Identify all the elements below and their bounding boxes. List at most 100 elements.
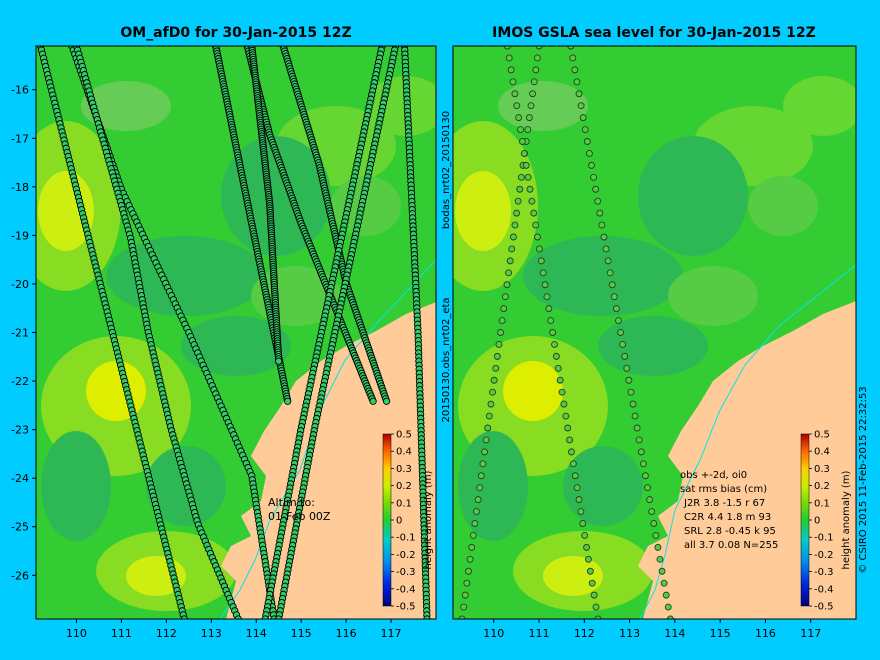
obs-point — [535, 245, 543, 253]
right-colorbar-label: height anomaly (m) — [841, 470, 852, 569]
obs-point — [534, 233, 541, 241]
obs-point — [573, 78, 581, 86]
obs-point — [590, 591, 598, 599]
right-side-label: 20150130.obs_nrt02_eta — [441, 297, 452, 422]
colorbar-tick-label: 0.4 — [396, 447, 412, 458]
obs-point — [590, 173, 598, 181]
obs-point — [535, 46, 543, 50]
colorbar-tick-label: -0.1 — [396, 533, 416, 544]
obs-point — [583, 543, 591, 551]
obs-point — [490, 376, 498, 384]
obs-point — [520, 149, 528, 157]
obs-point — [509, 78, 517, 86]
stats-line-4: C2R 4.4 1.8 m 93 — [684, 512, 771, 523]
colorbar-tick-label: -0.1 — [814, 533, 834, 544]
obs-point — [660, 579, 668, 587]
colorbar-tick-label: 0.5 — [814, 430, 830, 441]
obs-point — [592, 185, 600, 193]
obs-point — [524, 126, 532, 134]
track-point — [284, 397, 292, 405]
x-tick-label: 110 — [66, 627, 87, 640]
colorbar-tick-label: 0.2 — [814, 481, 830, 492]
obs-point — [537, 257, 545, 265]
x-tick-label: 112 — [574, 627, 595, 640]
obs-point — [596, 209, 604, 217]
right-x-axis: 110 111 112 113 114 115 116 117 — [483, 619, 821, 640]
obs-point — [625, 376, 633, 384]
obs-point — [581, 531, 589, 539]
obs-point — [564, 424, 572, 432]
obs-point — [646, 496, 654, 504]
colorbar-tick-label: 0.3 — [396, 464, 412, 475]
obs-point — [466, 555, 474, 563]
altimeter-tracks — [36, 46, 431, 619]
obs-point — [507, 66, 515, 74]
obs-point — [473, 508, 480, 516]
obs-point — [526, 185, 534, 193]
obs-point — [552, 352, 560, 360]
obs-point — [505, 269, 513, 277]
obs-point — [471, 520, 479, 527]
obs-point — [664, 603, 672, 611]
obs-point — [525, 114, 533, 122]
x-tick-label: 114 — [246, 627, 267, 640]
obs-point — [465, 567, 472, 575]
x-tick-label: 113 — [201, 627, 222, 640]
x-tick-label: 113 — [619, 627, 640, 640]
obs-point — [549, 329, 557, 336]
colorbar-tick-label: -0.5 — [396, 602, 416, 613]
colorbar-tick-label: 0.3 — [814, 464, 830, 475]
track-point — [275, 357, 283, 365]
obs-point — [635, 436, 643, 444]
obs-point — [474, 496, 482, 504]
x-tick-label: 110 — [483, 627, 504, 640]
left-side-label: bodas_nrt02_20150130 — [441, 111, 452, 229]
obs-point — [652, 531, 660, 539]
x-tick-label: 117 — [381, 627, 402, 640]
obs-point — [517, 173, 525, 181]
obs-point — [617, 329, 624, 336]
y-tick-label: -26 — [11, 569, 29, 582]
obs-point — [481, 448, 488, 456]
x-tick-label: 115 — [291, 627, 312, 640]
obs-point — [463, 579, 471, 587]
obs-point — [545, 305, 553, 313]
y-tick-label: -21 — [11, 327, 29, 340]
obs-point — [495, 340, 503, 348]
right-colorbar: 0.5 0.4 0.3 0.2 0.1 0 -0.1 -0.2 -0.3 -0.4 -0.5 hei… — [800, 430, 852, 613]
obs-point — [588, 161, 595, 169]
obs-point — [623, 364, 631, 372]
observation-points — [458, 46, 674, 619]
y-tick-label: -25 — [11, 521, 29, 534]
obs-point — [498, 317, 506, 325]
obs-point — [558, 388, 566, 396]
obs-point — [615, 317, 622, 325]
obs-point — [469, 531, 477, 539]
obs-point — [598, 221, 606, 229]
obs-point — [484, 424, 492, 432]
obs-point — [529, 90, 537, 98]
colorbar-tick-label: -0.2 — [814, 550, 834, 561]
obs-point — [631, 412, 639, 420]
colorbar-tick-label: 0 — [396, 516, 402, 527]
y-tick-label: -23 — [11, 424, 29, 437]
obs-point — [569, 460, 577, 468]
colorbar-tick-label: -0.3 — [396, 567, 416, 578]
obs-point — [648, 508, 656, 516]
obs-point — [530, 209, 538, 217]
obs-point — [522, 161, 530, 169]
obs-point — [666, 615, 674, 619]
obs-point — [654, 543, 662, 551]
colorbar-tick-label: 0.2 — [396, 481, 412, 492]
x-tick-label: 115 — [710, 627, 731, 640]
obs-point — [500, 305, 508, 313]
obs-point — [575, 496, 583, 504]
left-panel-title: OM_afD0 for 30-Jan-2015 12Z — [120, 25, 351, 41]
obs-point — [571, 66, 579, 74]
obs-point — [543, 293, 551, 301]
right-stats-text: obs +-2d, oi0 sat rms bias (cm) J2R 3.8 … — [680, 470, 778, 551]
colorbar-tick-label: 0.5 — [396, 430, 412, 441]
stats-line-3: J2R 3.8 -1.5 r 67 — [683, 498, 765, 509]
y-tick-label: -24 — [11, 472, 29, 485]
obs-point — [579, 520, 587, 527]
